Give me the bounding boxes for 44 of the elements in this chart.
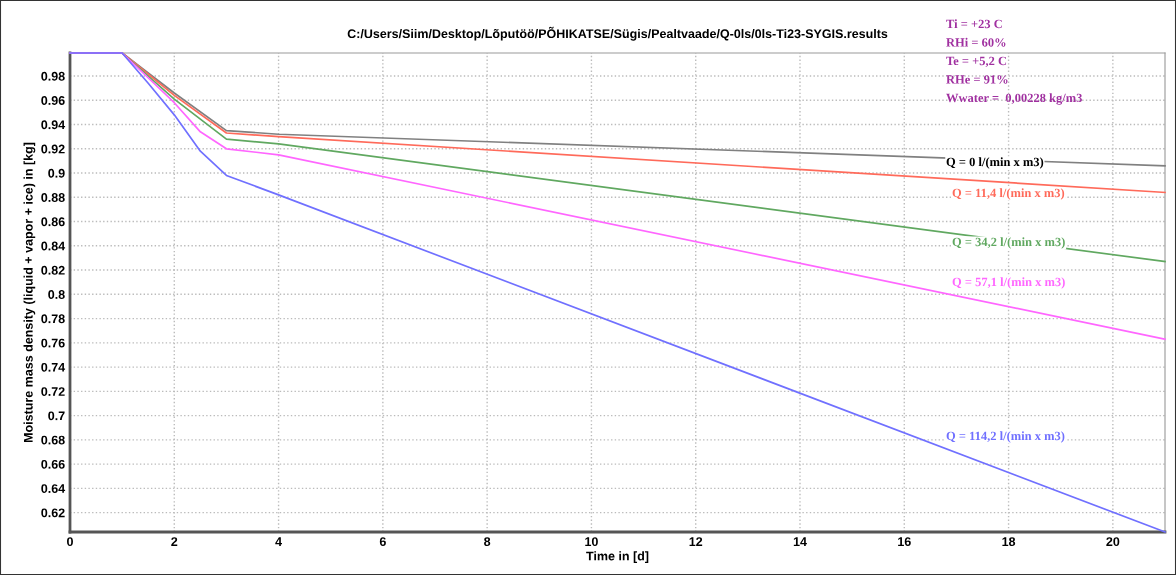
x-tick-label: 20 [1106, 537, 1120, 547]
y-tick-label: 0.88 [41, 193, 65, 202]
y-tick-label: 0.7 [48, 411, 65, 421]
y-tick-label: 0.96 [41, 96, 65, 105]
y-tick-label: 0.68 [41, 435, 65, 445]
text: RHi = 60% [946, 37, 1006, 47]
y-tick-label: 0.82 [41, 265, 65, 275]
y-tick-label: 0.94 [41, 120, 66, 130]
x-tick-label: 16 [898, 537, 911, 547]
x-tick-label: 10 [585, 537, 598, 547]
y-tick-label: 0.76 [41, 338, 65, 348]
y-tick-label: 0.8 [48, 290, 65, 299]
y-tick-label: 0.62 [41, 508, 65, 518]
x-tick-label: 4 [275, 537, 282, 546]
annotation: RHe = 91% [946, 75, 1008, 84]
text: Ti = +23 C [946, 19, 1002, 29]
y-tick-label: 0.92 [41, 144, 65, 154]
annotation: Q = 34,2 l/(min x m3) [952, 237, 1065, 249]
y-tick-label: 0.74 [41, 362, 66, 372]
annotation: Wwater = 0,00228 kg/m3 [946, 93, 1082, 105]
x-tick-label: 8 [484, 537, 491, 547]
y-tick-label: 0.98 [41, 71, 65, 81]
x-tick-label: 12 [689, 537, 703, 546]
x-axis-title: Time in [d] [586, 551, 649, 563]
chart-title: C:/Users/Siim/Desktop/Lõputöö/PÕHIKATSE/Sügis/Pealtvaade/Q-0ls/0ls-Ti23-SYGIS.results [347, 26, 888, 41]
y-tick-label: 0.84 [41, 241, 66, 251]
annotation: Q = 11,4 l/(min x m3) [952, 188, 1065, 200]
annotation: Q = 114,2 l/(min x m3) [946, 431, 1065, 443]
x-tick-label: 14 [793, 537, 807, 546]
y-axis-title: Moisture mass density (liquid + vapor + ice) in [kg] [23, 142, 36, 443]
y-tick-label: 0.64 [41, 484, 66, 493]
y-tick-label: 0.66 [41, 459, 65, 469]
y-tick-label: 0.78 [41, 314, 65, 324]
x-tick-label: 18 [1002, 537, 1016, 547]
x-tick-label: 0 [67, 537, 73, 547]
annotation: Q = 57,1 l/(min x m3) [952, 277, 1065, 289]
x-tick-label: 2 [171, 537, 178, 546]
y-tick-label: 0.9 [48, 168, 65, 178]
annotation: Te = +5,2 C [946, 56, 1007, 67]
line-series [69, 52, 1166, 533]
y-tick-label: 0.72 [41, 387, 65, 396]
y-tick-label: 0.86 [41, 217, 65, 227]
annotation: Q = 0 l/(min x m3) [946, 157, 1044, 169]
x-tick-label: 6 [379, 537, 386, 547]
